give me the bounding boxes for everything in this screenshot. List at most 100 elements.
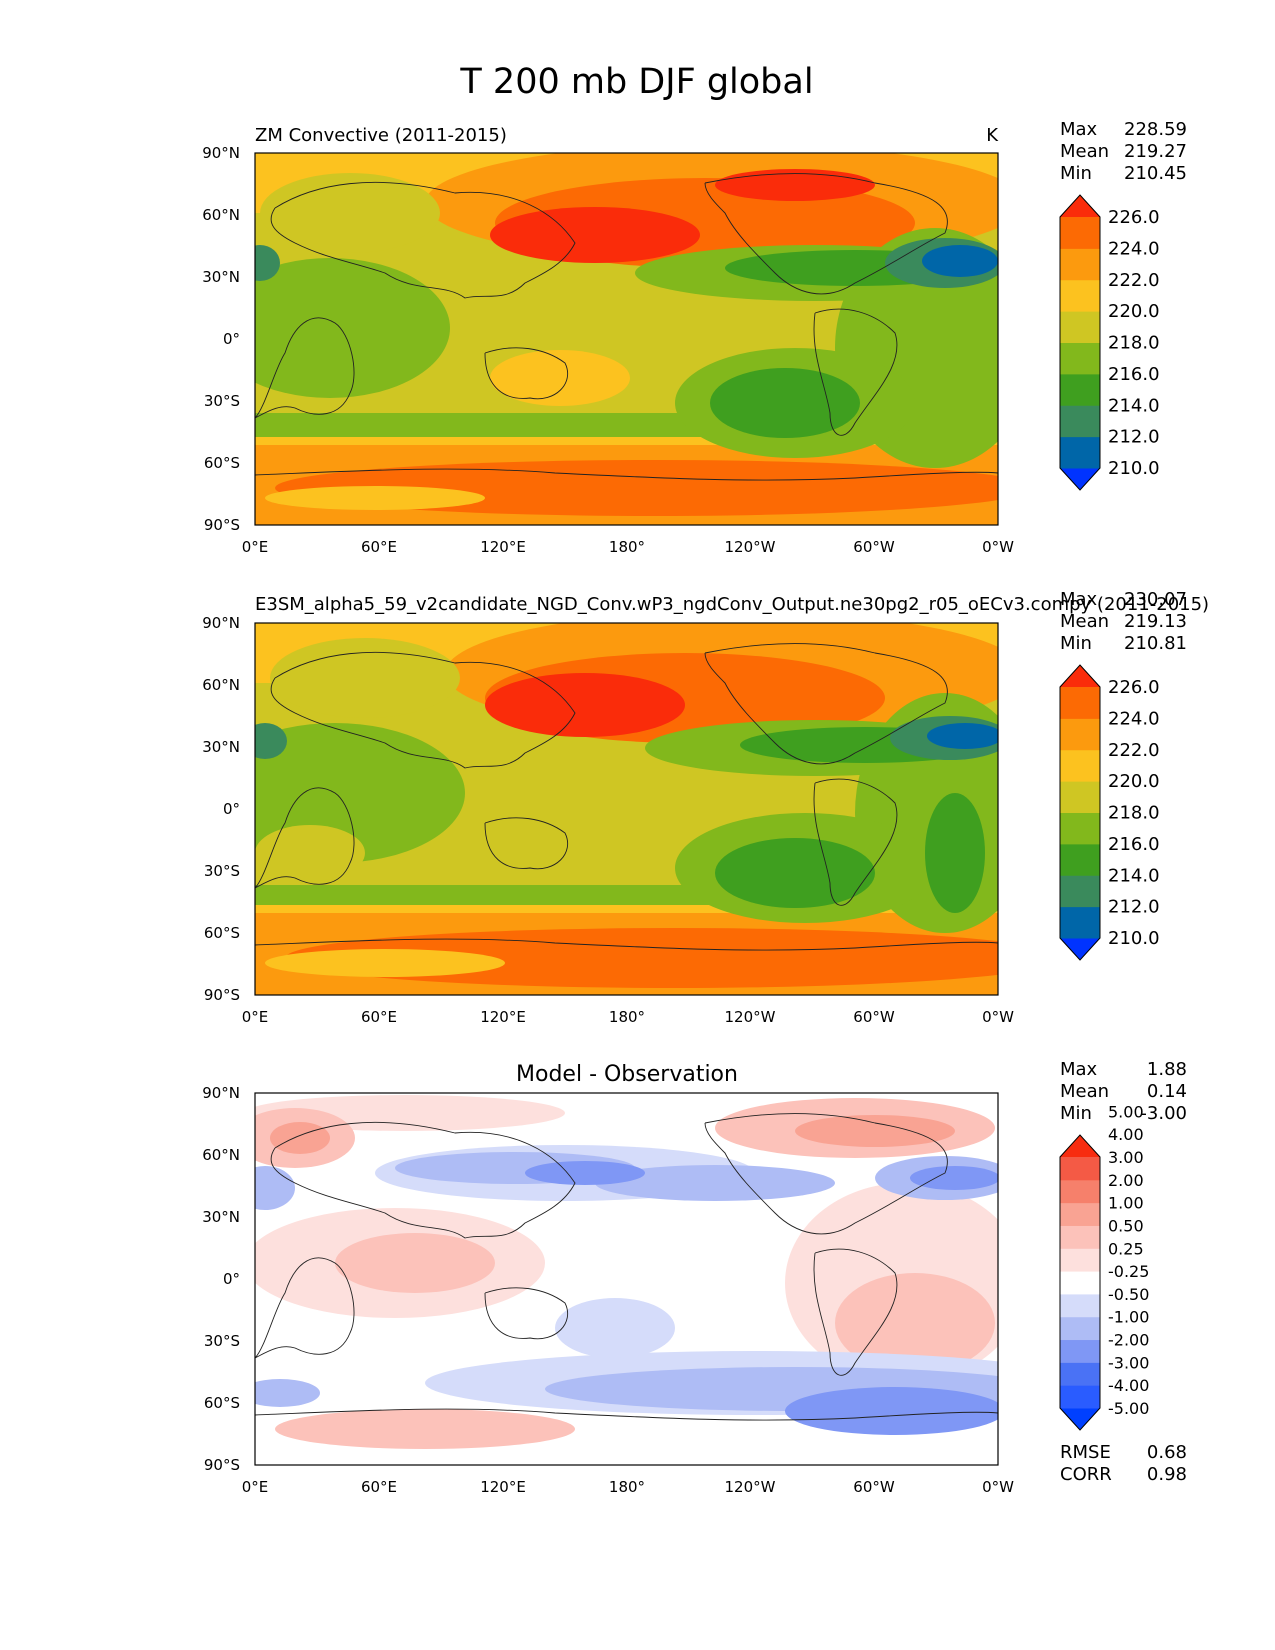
colorbar-tick-label: 216.0	[1108, 834, 1160, 855]
y-tick: 60°N	[202, 676, 240, 694]
colorbar-tick-label: -2.00	[1108, 1331, 1149, 1350]
band-south-yellow	[255, 905, 998, 915]
y-tick: 0°	[223, 1270, 240, 1288]
colorbar-tick-label: 226.0	[1108, 207, 1160, 228]
y-tick: 30°N	[202, 268, 240, 286]
neg-west	[255, 1166, 295, 1210]
figure-title: T 200 mb DJF global	[459, 62, 813, 102]
colorbar-segment	[1060, 373, 1100, 406]
metric-value: 0.98	[1147, 1464, 1187, 1485]
x-tick: 60°E	[361, 538, 397, 556]
colorbar-tick-label: -1.00	[1108, 1308, 1149, 1327]
colorbar: 210.0 212.0 214.0 216.0 218.0 220.0 222.0 224.0…	[1059, 664, 1160, 961]
atl-blue	[922, 245, 998, 277]
colorbar-tick-label: -5.00	[1108, 1399, 1149, 1418]
colorbar: 210.0 212.0 214.0 216.0 218.0 220.0 222.0 224.0…	[1059, 194, 1160, 491]
pos-arctic-core	[795, 1115, 955, 1147]
coastlines	[255, 173, 998, 481]
colorbar-tick-label: 226.0	[1108, 677, 1160, 698]
stat-label: Min	[1060, 1103, 1092, 1124]
stat-label: Mean	[1060, 1081, 1109, 1102]
colorbar-tick-label: 2.00	[1108, 1171, 1144, 1190]
panel-units: K	[986, 125, 999, 146]
med-teal	[255, 723, 287, 759]
map-area	[254, 622, 999, 996]
colorbar-outline	[1059, 1134, 1101, 1431]
panel-title-center: Model - Observation	[516, 1062, 738, 1087]
colorbar-segment	[1060, 843, 1100, 876]
x-tick: 0°E	[242, 1478, 269, 1496]
colorbar-tick-label: 216.0	[1108, 364, 1160, 385]
africa-yellow	[255, 825, 365, 881]
x-tick: 0°W	[982, 538, 1014, 556]
y-tick: 60°S	[204, 1394, 240, 1412]
stat-label: Max	[1060, 589, 1098, 610]
y-tick: 90°N	[202, 614, 240, 632]
x-tick: 60°W	[853, 1478, 895, 1496]
colorbar: -5.00 -4.00 -3.00 -2.00 -1.00 -0.50 -0.25 0.25 0…	[1059, 1102, 1149, 1431]
y-tick: 90°N	[202, 1084, 240, 1102]
pos-europe-core	[270, 1122, 330, 1154]
stat-value: 230.07	[1124, 589, 1187, 610]
atl-dark-green	[925, 793, 985, 913]
colorbar-tick-label: 0.50	[1108, 1216, 1144, 1235]
colorbar-segment	[1060, 906, 1100, 939]
x-tick: 180°	[609, 1008, 645, 1026]
stat-value: 228.59	[1124, 119, 1187, 140]
stat-value: -3.00	[1140, 1103, 1187, 1124]
neg-south-4	[255, 1379, 320, 1407]
x-tick: 120°W	[725, 538, 776, 556]
colorbar-tick-label: 5.00	[1108, 1102, 1144, 1121]
neg-jet-3	[595, 1165, 835, 1201]
x-ticks: 0°E 60°E 120°E 180° 120°W 60°W 0°W	[242, 538, 1014, 556]
neg-pac	[555, 1298, 675, 1358]
colorbar-segment	[1060, 436, 1100, 469]
x-tick: 0°E	[242, 538, 269, 556]
panel-title-left: ZM Convective (2011-2015)	[255, 125, 507, 146]
band-south-yellow	[255, 437, 998, 447]
stat-label: Mean	[1060, 611, 1109, 632]
europe-yellow	[270, 638, 460, 718]
pac-dark-green	[710, 368, 860, 438]
colorbar-segment	[1060, 342, 1100, 375]
colorbar-extend-min	[1060, 1408, 1100, 1430]
colorbar-tick-label: 3.00	[1108, 1148, 1144, 1167]
y-tick: 60°S	[204, 454, 240, 472]
colorbar-segment	[1060, 217, 1100, 249]
y-tick: 60°S	[204, 924, 240, 942]
stats-block: Max Mean Min 230.07 219.13 210.81	[1060, 589, 1187, 654]
colorbar-tick-label: 210.0	[1108, 458, 1160, 479]
colorbar-tick-label: 4.00	[1108, 1125, 1144, 1144]
stat-value: 0.14	[1147, 1081, 1187, 1102]
colorbar-tick-label: 220.0	[1108, 301, 1160, 322]
colorbar-tick-label: 222.0	[1108, 270, 1160, 291]
colorbar-segment	[1060, 1362, 1100, 1386]
colorbar-tick-label: -0.50	[1108, 1285, 1149, 1304]
map-area	[254, 152, 999, 526]
panel-test: ZM Convective (2011-2015) K	[202, 119, 1187, 556]
neg-atl-core	[910, 1166, 998, 1190]
colorbar-segment	[1060, 311, 1100, 343]
stat-value: 219.13	[1124, 611, 1187, 632]
colorbar-tick-label: 1.00	[1108, 1194, 1144, 1213]
neg-jet-4	[525, 1161, 645, 1185]
colorbar-tick-label: -3.00	[1108, 1353, 1149, 1372]
metric-label: RMSE	[1060, 1442, 1111, 1463]
colorbar-tick-label: 212.0	[1108, 897, 1160, 918]
colorbar-tick-label: 218.0	[1108, 803, 1160, 824]
stat-value: 210.81	[1124, 633, 1187, 654]
metrics-block: RMSE CORR 0.68 0.98	[1060, 1442, 1187, 1485]
y-tick: 0°	[223, 800, 240, 818]
colorbar-segment	[1060, 279, 1100, 312]
x-tick: 180°	[609, 538, 645, 556]
y-tick: 90°N	[202, 144, 240, 162]
europe-yellow	[260, 173, 440, 253]
colorbar-segment	[1060, 1339, 1100, 1363]
colorbar-segment	[1060, 1271, 1100, 1295]
map-frame	[254, 622, 999, 996]
stat-label: Mean	[1060, 141, 1109, 162]
stats-block: Max Mean Min 228.59 219.27 210.45	[1060, 119, 1187, 184]
y-tick: 60°N	[202, 206, 240, 224]
pos-tropics-4	[335, 1233, 495, 1293]
